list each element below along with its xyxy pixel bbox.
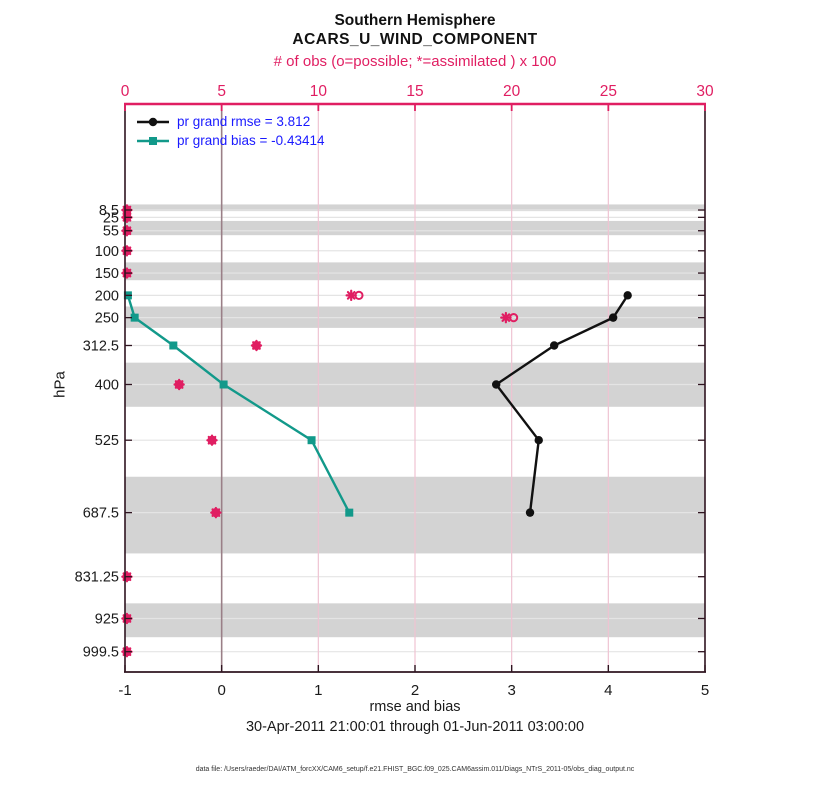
top-axis-label: # of obs (o=possible; *=assimilated ) x … [273,53,557,70]
top-tick-label: 15 [406,83,423,100]
x-axis-label: rmse and bias [369,699,461,715]
x-tick-label: 5 [701,682,709,699]
possible-circle-marker [211,508,221,518]
data-file-note: data file: /Users/raeder/DAI/ATM_forcXX/… [195,766,635,773]
assimilated-star-marker [500,311,512,324]
x-tick-label: -1 [118,682,131,699]
legend-label-bias: pr grand bias = -0.43414 [177,133,325,148]
top-tick-label: 25 [600,83,617,100]
top-tick-label: 30 [696,83,714,100]
x-tick-label: 0 [217,682,225,699]
tick-labels: -1 0 1 2 3 4 50 5 10 15 20 25 308.525551001502002503… [75,83,714,699]
possible-circle-marker [207,435,217,445]
x-tick-label: 4 [604,682,612,699]
date-range-subtitle: 30-Apr-2011 21:00:01 through 01-Jun-2011… [245,719,585,735]
y-axis-label: hPa [51,371,69,398]
top-tick-label: 5 [217,83,226,100]
legend-swatch-bias [137,136,169,145]
possible-circle-marker [174,379,184,390]
legend-item-bias: pr grand bias = -0.43414 [136,131,324,150]
x-tick-label: 1 [314,682,322,699]
legend-swatch-rmse [137,117,169,126]
y-tick-label: 150 [95,266,119,282]
y-tick-label: 312.5 [83,338,119,354]
y-tick-label: 925 [95,611,119,627]
y-tick-label: 100 [95,244,119,260]
top-tick-label: 10 [310,83,328,100]
possible-circle-marker [354,290,364,300]
legend: pr grand rmse = 3.812 pr grand bias = -0… [136,112,324,150]
y-tick-label: 250 [95,311,119,327]
top-tick-label: 20 [503,83,521,100]
legend-item-rmse: pr grand rmse = 3.812 [136,112,324,131]
y-tick-label: 831.25 [75,570,119,586]
x-tick-label: 3 [507,682,515,699]
assimilated-star-marker [345,289,357,302]
y-tick-label: 400 [95,377,119,393]
axes [124,102,706,673]
possible-circle-marker [508,313,519,323]
y-tick-label: 525 [95,433,119,449]
y-tick-label: 200 [95,288,119,304]
x-tick-label: 2 [411,682,419,699]
top-tick-label: 0 [121,83,130,100]
possible-circle-marker [251,340,262,351]
legend-label-rmse: pr grand rmse = 3.812 [177,114,311,129]
y-tick-label: 55 [103,224,119,240]
y-tick-label: 25 [103,210,119,226]
chart-subtitle: ACARS_U_WIND_COMPONENT [292,31,538,48]
y-tick-label: 8.5 [99,203,119,219]
y-tick-label: 999.5 [83,645,119,661]
chart-title: Southern Hemisphere [334,12,496,29]
y-tick-label: 687.5 [83,506,119,522]
series-rmse [492,291,632,517]
